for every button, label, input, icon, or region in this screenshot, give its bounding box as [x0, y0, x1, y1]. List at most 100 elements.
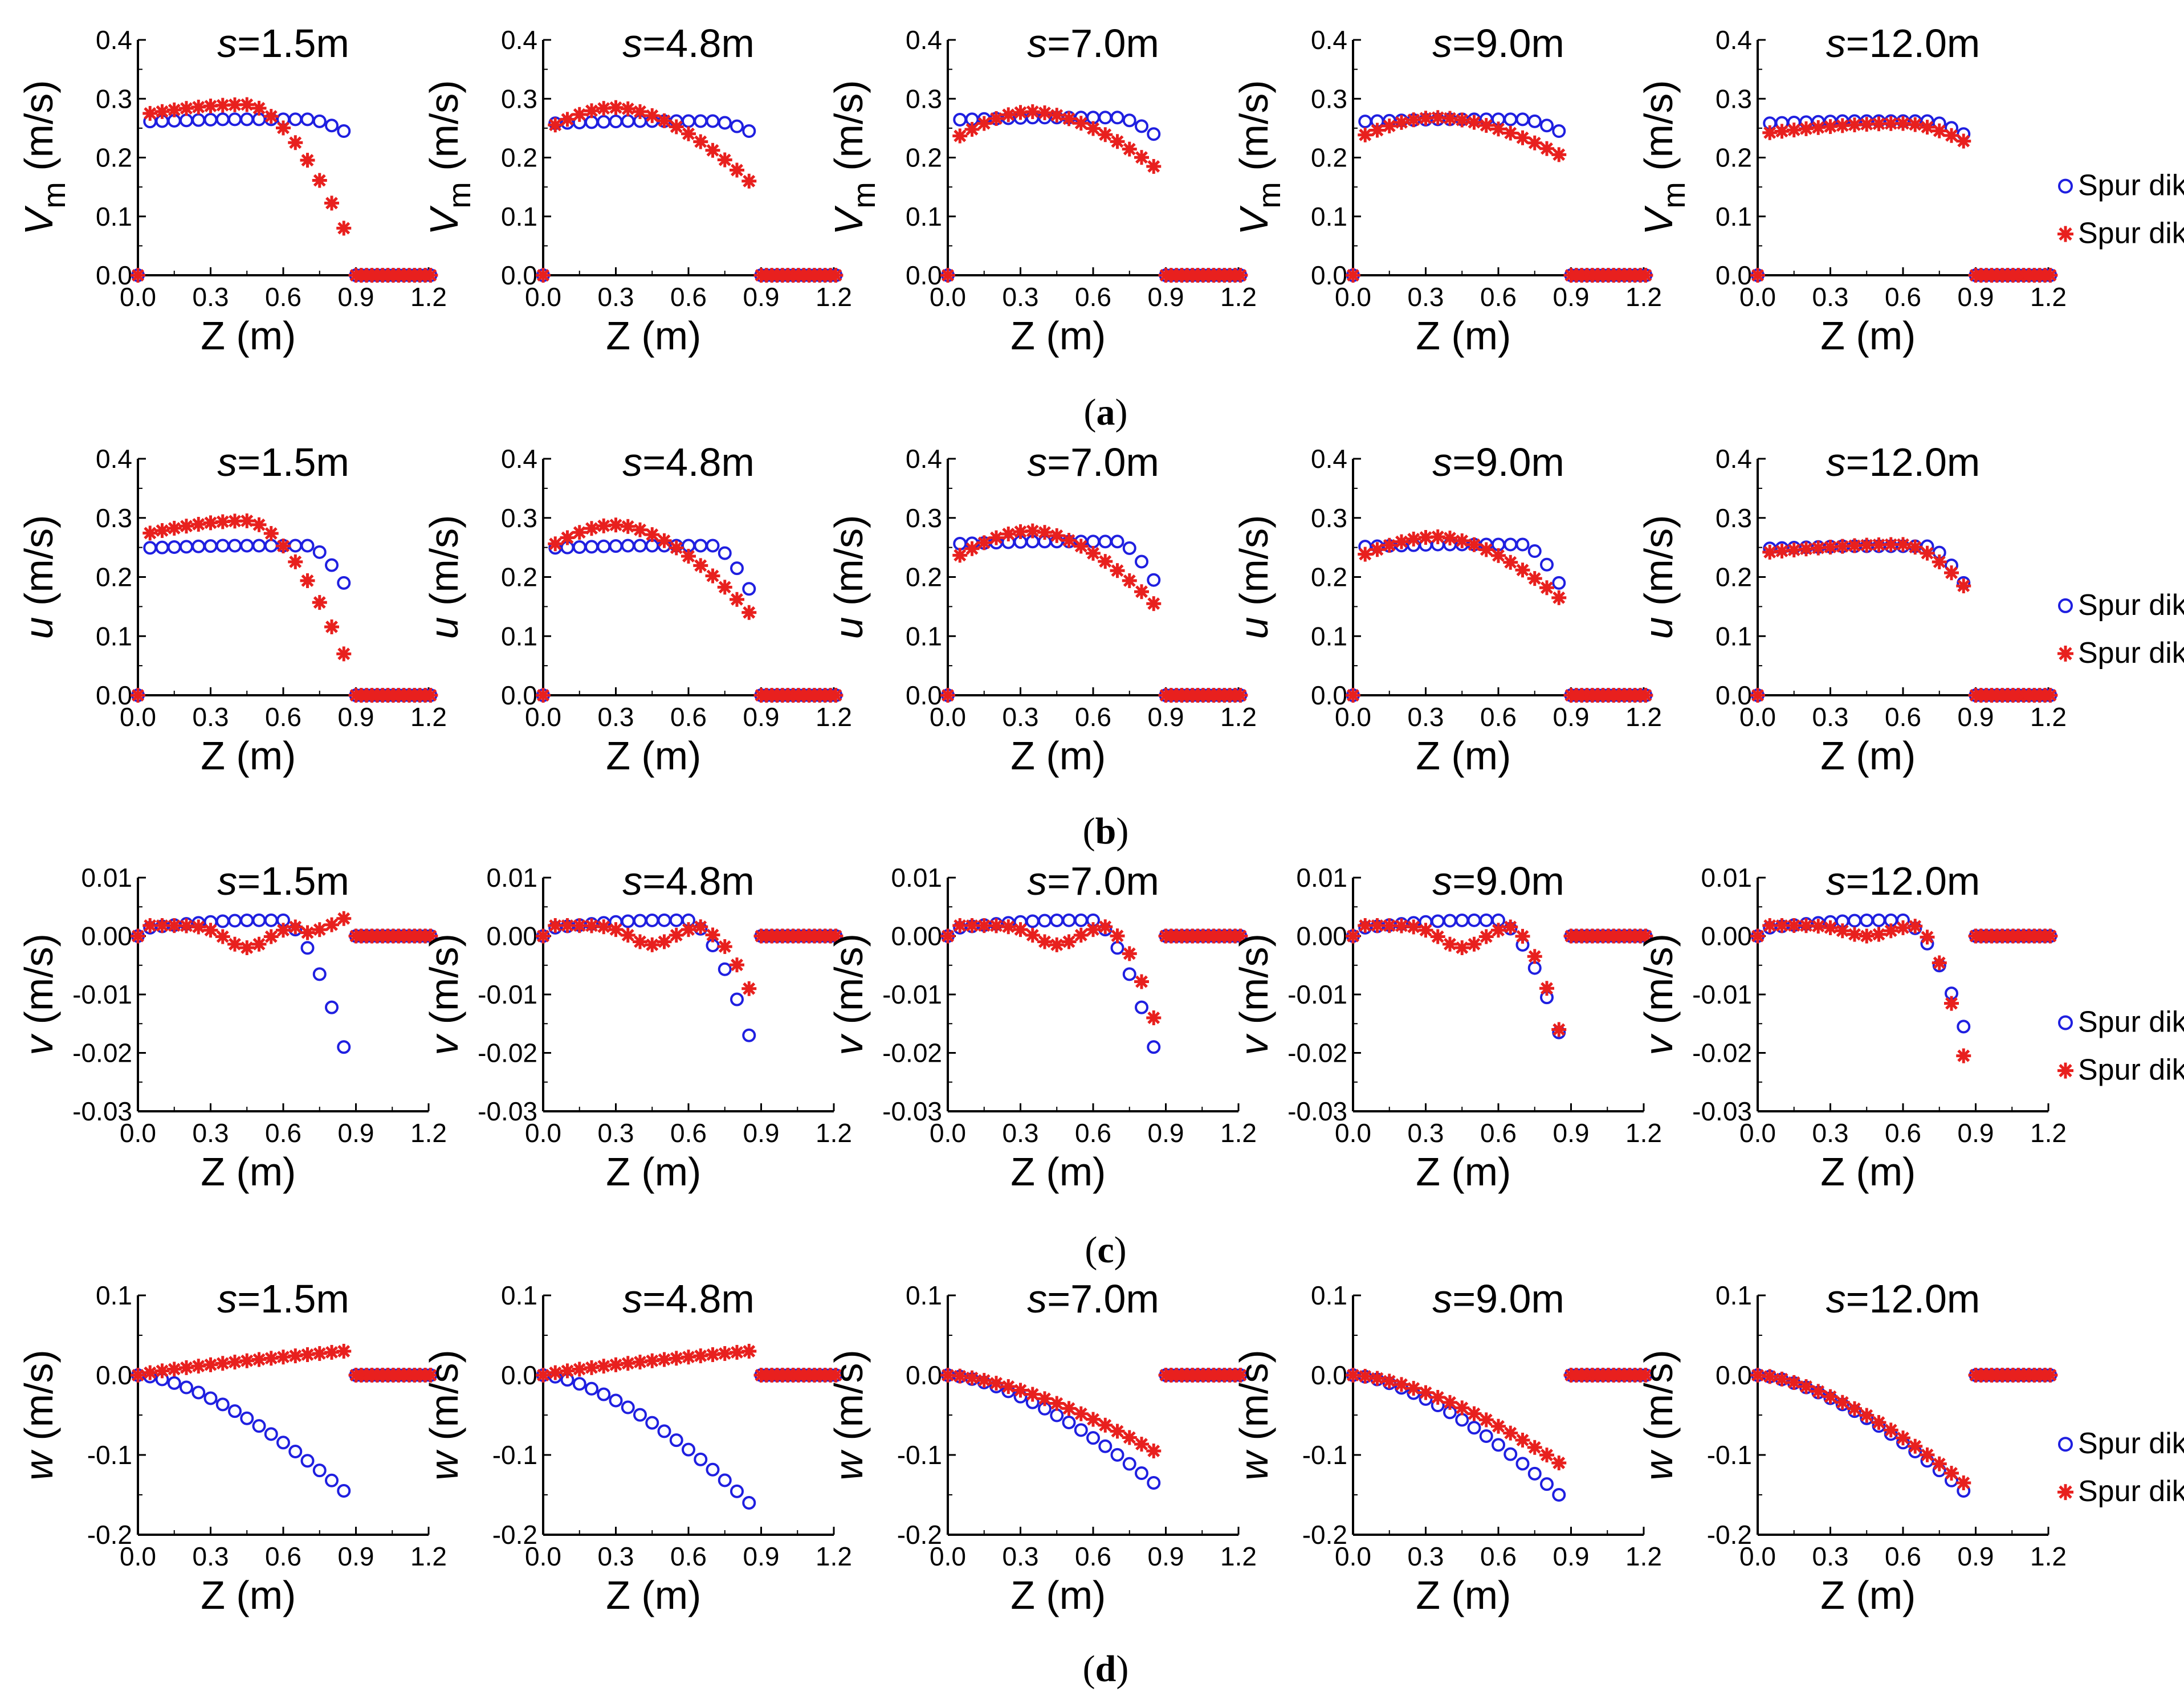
point-dike2: [179, 519, 194, 534]
y-tick-label: 0.3: [96, 84, 132, 113]
point-dike2: [717, 939, 732, 954]
y-tick-label: 0.3: [1716, 84, 1752, 113]
x-tick-label: 0.6: [265, 702, 301, 732]
point-dike1: [300, 539, 315, 553]
point-dike1: [191, 113, 206, 127]
y-tick-label: -0.2: [1707, 1520, 1752, 1550]
point-dike2: [1515, 1432, 1530, 1448]
x-axis-label: Z (m): [201, 733, 296, 778]
point-dike2: [166, 520, 182, 536]
point-dike2: [1110, 1424, 1125, 1439]
point-dike1: [1455, 1413, 1469, 1427]
point-dike2: [1146, 1010, 1162, 1025]
point-dike1: [645, 1416, 659, 1430]
point-dike2: [312, 922, 327, 937]
x-axis-label: Z (m): [1416, 1149, 1511, 1194]
point-dike1: [167, 1376, 181, 1390]
row-label-b: (b): [1083, 810, 1129, 852]
y-axis-label: v (m/s): [17, 933, 61, 1055]
x-axis-label: Z (m): [1416, 313, 1511, 358]
y-tick-label: 0.4: [1311, 25, 1347, 55]
x-tick-label: 1.2: [1220, 1542, 1257, 1571]
point-dike1: [621, 114, 635, 128]
point-dike1: [645, 914, 659, 928]
point-dike2: [548, 117, 563, 133]
y-tick-label: -0.03: [1287, 1096, 1347, 1126]
panel-a-4: 0.0 0.1 0.2 0.3 0.4 0.0 0.3 0.6 0.9 1.2 Z (m) Vm (m…: [1232, 21, 1662, 358]
row-label-a: (a): [1084, 392, 1128, 433]
y-tick-label: 0.0: [1716, 260, 1752, 290]
point-dike2: [940, 268, 955, 283]
point-dike2: [620, 519, 635, 534]
point-dike2: [1443, 1395, 1457, 1410]
point-dike2: [215, 514, 230, 529]
point-dike2: [693, 919, 708, 935]
point-dike2: [1061, 934, 1077, 949]
point-dike2: [1956, 1475, 1971, 1490]
point-dike2: [1233, 268, 1248, 283]
point-dike2: [1551, 590, 1567, 605]
point-dike1: [1062, 1416, 1076, 1430]
legend-marker-dike1: [2058, 598, 2073, 613]
point-dike1: [143, 541, 157, 555]
point-dike2: [596, 919, 612, 935]
point-dike1: [1848, 914, 1861, 928]
y-tick-label: 0.3: [1311, 84, 1347, 113]
y-tick-label: 0.0: [501, 1360, 537, 1390]
y-tick-label: 0.2: [906, 562, 942, 592]
x-axis-label: Z (m): [606, 313, 701, 358]
point-dike2: [2043, 1368, 2058, 1383]
point-dike1: [1110, 535, 1124, 549]
point-dike2: [730, 957, 744, 973]
point-dike1: [1110, 941, 1124, 955]
y-tick-label: 0.0: [1311, 260, 1347, 290]
point-dike2: [1956, 1048, 1971, 1063]
point-dike2: [1503, 125, 1518, 141]
panel-title: s=9.0m: [1432, 440, 1564, 484]
point-dike2: [1466, 1406, 1482, 1421]
point-dike1: [228, 112, 242, 127]
y-axis-label: w (m/s): [826, 1350, 871, 1480]
point-dike2: [1086, 121, 1101, 136]
point-dike1: [1455, 914, 1469, 928]
point-dike2: [1406, 1381, 1421, 1396]
y-tick-label: 0.3: [906, 84, 942, 113]
point-dike2: [1073, 1406, 1089, 1421]
x-tick-label: 0.3: [1408, 702, 1444, 732]
point-dike2: [263, 1351, 279, 1366]
point-dike2: [1013, 922, 1028, 937]
point-dike2: [657, 533, 672, 548]
x-tick-label: 0.6: [670, 282, 707, 312]
x-tick-label: 0.3: [193, 1542, 229, 1571]
point-dike1: [203, 1391, 218, 1405]
y-tick-label: -0.1: [1707, 1440, 1752, 1470]
point-dike2: [1098, 1417, 1113, 1433]
panel-title: s=12.0m: [1826, 1277, 1980, 1321]
y-tick-label: -0.01: [72, 980, 132, 1009]
point-dike1: [633, 539, 647, 553]
point-dike1: [730, 561, 744, 576]
point-dike2: [324, 917, 339, 932]
point-dike2: [1774, 1371, 1790, 1387]
legend-marker-dike2: [2057, 645, 2073, 662]
point-dike2: [1406, 531, 1421, 547]
point-dike1: [1074, 1423, 1088, 1437]
x-tick-label: 0.9: [743, 1542, 780, 1571]
x-tick-label: 1.2: [410, 702, 447, 732]
x-tick-label: 0.6: [670, 1118, 707, 1148]
x-axis-label: Z (m): [1416, 1573, 1511, 1617]
point-dike2: [251, 936, 267, 952]
point-dike1: [252, 913, 266, 927]
point-dike2: [1932, 1456, 1947, 1471]
point-dike2: [1061, 111, 1077, 127]
point-dike2: [536, 268, 551, 283]
panel-a-5: 0.0 0.1 0.2 0.3 0.4 0.0 0.3 0.6 0.9 1.2 Z (m) Vm (m…: [1636, 21, 2184, 358]
x-tick-label: 0.9: [1148, 1118, 1184, 1148]
x-tick-label: 0.6: [265, 1542, 301, 1571]
y-tick-label: 0.0: [906, 260, 942, 290]
point-dike2: [251, 100, 267, 116]
x-tick-label: 1.2: [410, 1542, 447, 1571]
point-dike1: [240, 1411, 254, 1425]
x-tick-label: 0.0: [120, 702, 156, 732]
x-tick-label: 0.0: [1739, 702, 1776, 732]
